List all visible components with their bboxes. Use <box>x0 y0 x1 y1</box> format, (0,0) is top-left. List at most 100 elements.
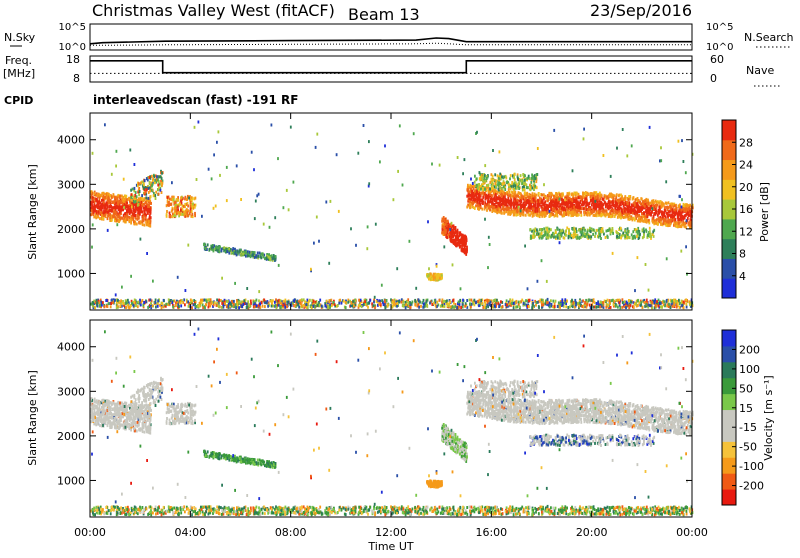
power-cell <box>550 192 552 195</box>
power-cell <box>152 178 154 181</box>
power-cell <box>129 208 131 211</box>
power-cell <box>139 213 141 216</box>
power-cell <box>101 214 103 217</box>
power-cell <box>664 304 666 307</box>
power-cell <box>681 304 683 307</box>
power-cell <box>246 303 248 306</box>
power-cell <box>664 222 666 225</box>
power-cell <box>428 278 430 281</box>
power-cell <box>143 183 145 186</box>
power-cell <box>311 306 313 309</box>
power-cell <box>364 300 366 303</box>
power-cell <box>500 199 502 202</box>
power-cell <box>469 302 471 305</box>
power-cell <box>464 251 466 254</box>
power-cell <box>626 301 628 304</box>
power-cell <box>631 209 633 212</box>
power-cell <box>540 299 542 302</box>
power-cell <box>584 200 586 203</box>
power-cell <box>278 299 280 302</box>
power-cell <box>233 251 235 254</box>
power-cell <box>194 212 196 215</box>
power-cell <box>398 300 400 303</box>
power-cell <box>648 221 650 224</box>
power-cell <box>216 299 218 302</box>
power-cell <box>163 305 165 308</box>
power-cell <box>423 302 425 305</box>
power-cell <box>93 198 95 201</box>
power-cell <box>110 302 112 305</box>
power-cell <box>153 194 155 197</box>
power-cell <box>228 304 230 307</box>
power-cell <box>538 203 540 206</box>
power-cell <box>664 206 666 209</box>
power-cell <box>508 194 510 197</box>
power-cell <box>205 303 207 306</box>
power-cell <box>559 193 561 196</box>
power-cell <box>686 303 688 306</box>
power-cell <box>635 303 637 306</box>
power-cell <box>221 248 223 251</box>
power-cell <box>574 299 576 302</box>
power-cell <box>169 299 171 302</box>
power-cell <box>144 179 146 182</box>
power-cell <box>617 199 619 202</box>
power-cell <box>482 196 484 199</box>
power-cell <box>96 302 98 305</box>
power-cell <box>301 303 303 306</box>
power-cell <box>381 299 383 302</box>
power-cell <box>387 303 389 306</box>
power-cell <box>654 300 656 303</box>
power-cell <box>135 210 137 213</box>
power-cell <box>119 195 121 198</box>
power-cell <box>420 305 422 308</box>
power-cell <box>258 255 260 258</box>
power-cell <box>308 300 310 303</box>
power-cell <box>487 305 489 308</box>
power-cell <box>122 302 124 305</box>
power-cell <box>128 206 130 209</box>
power-cell <box>365 303 367 306</box>
power-cell <box>103 305 105 308</box>
power-cell <box>141 194 143 197</box>
power-cell <box>567 306 569 309</box>
power-cell <box>640 197 642 200</box>
power-cell <box>140 181 142 184</box>
power-cell <box>118 208 120 211</box>
power-cell <box>367 306 369 309</box>
power-cell <box>254 305 256 308</box>
frequency-panel: Freq. [MHz] 18 8 60 0 Nave <box>3 53 780 86</box>
power-cell <box>373 304 375 307</box>
power-cell <box>622 301 624 304</box>
power-cell <box>500 300 502 303</box>
power-cell <box>528 305 530 308</box>
power-cell <box>602 301 604 304</box>
power-cell <box>544 196 546 199</box>
power-cell <box>144 212 146 215</box>
power-cell <box>541 194 543 197</box>
power-cell <box>284 306 286 309</box>
power-cell <box>546 301 548 304</box>
power-cell <box>462 306 464 309</box>
noise-left-tick-top: 10^5 <box>59 22 86 33</box>
power-cell <box>258 299 260 302</box>
power-cell <box>145 300 147 303</box>
power-cell <box>126 218 128 221</box>
power-cell <box>543 204 545 207</box>
power-cell <box>347 301 349 304</box>
power-cell <box>636 203 638 206</box>
power-cell <box>570 198 572 201</box>
power-cell <box>449 301 451 304</box>
power-cell <box>495 199 497 202</box>
power-cell <box>557 305 559 308</box>
power-cell <box>578 193 580 196</box>
power-cell <box>110 305 112 308</box>
power-cell <box>93 203 95 206</box>
power-cell <box>548 304 550 307</box>
power-cell <box>671 300 673 303</box>
power-cell <box>551 303 553 306</box>
power-cell <box>593 214 595 217</box>
power-cell <box>443 226 445 229</box>
power-cell <box>111 299 113 302</box>
power-cell <box>409 306 411 309</box>
